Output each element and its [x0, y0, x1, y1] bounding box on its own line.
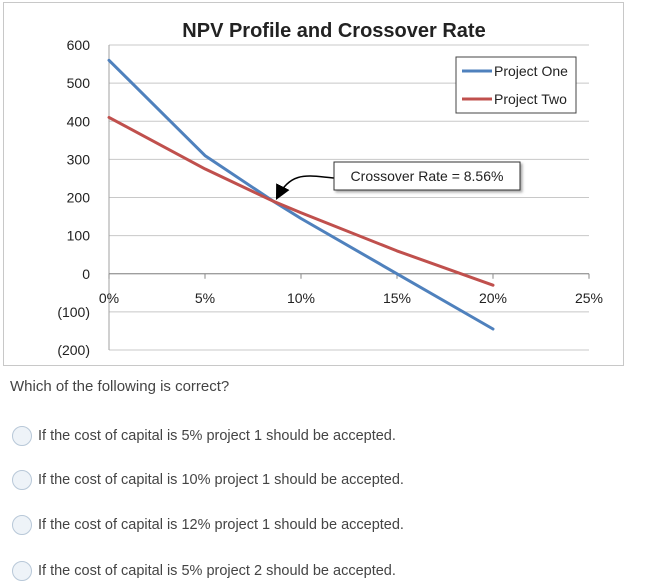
legend-box	[455, 56, 577, 114]
y-tick-label: (200)	[57, 342, 90, 358]
radio-button[interactable]	[12, 515, 32, 535]
series-line-project-one	[107, 58, 495, 331]
answer-option-label: If the cost of capital is 5% project 2 s…	[38, 563, 396, 579]
answer-option-label: If the cost of capital is 5% project 1 s…	[38, 428, 396, 444]
radio-button[interactable]	[12, 470, 32, 490]
answer-option-label: If the cost of capital is 12% project 1 …	[38, 517, 404, 533]
y-tick-label: 0	[82, 266, 90, 282]
x-tick-label: 15%	[383, 290, 411, 306]
series-line-project-two	[107, 115, 495, 287]
legend-label: Project Two	[494, 91, 567, 107]
x-tick-label: 25%	[575, 290, 603, 306]
answer-option-2[interactable]: If the cost of capital is 10% project 1 …	[12, 469, 404, 491]
annotation-box	[333, 161, 521, 191]
answer-option-3[interactable]: If the cost of capital is 12% project 1 …	[12, 514, 404, 536]
x-tick-label: 5%	[195, 290, 215, 306]
answer-option-1[interactable]: If the cost of capital is 5% project 1 s…	[12, 425, 396, 447]
answer-option-4[interactable]: If the cost of capital is 5% project 2 s…	[12, 560, 396, 582]
y-tick-label: (100)	[57, 304, 90, 320]
question-text: Which of the following is correct?	[10, 378, 230, 395]
chart-title: NPV Profile and Crossover Rate	[182, 20, 485, 42]
x-tick-label: 10%	[287, 290, 315, 306]
x-tick-label: 20%	[479, 290, 507, 306]
radio-button[interactable]	[12, 426, 32, 446]
npv-chart: 600 500 400 300 200 100 0 (100) (200) 0% 5% 10% 15% 2…	[57, 20, 603, 358]
x-tick-label: 0%	[99, 290, 119, 306]
y-tick-label: 500	[67, 75, 91, 91]
annotation-arrow	[275, 175, 335, 200]
y-tick-label: 400	[67, 113, 91, 129]
y-tick-label: 100	[67, 228, 91, 244]
legend-label: Project One	[494, 63, 568, 79]
annotation-text: Crossover Rate = 8.56%	[351, 168, 504, 184]
chart-frame: 600 500 400 300 200 100 0 (100) (200) 0% 5% 10% 15% 2…	[3, 2, 624, 366]
answer-option-label: If the cost of capital is 10% project 1 …	[38, 472, 404, 488]
y-tick-label: 200	[67, 190, 91, 206]
y-tick-label: 600	[67, 37, 91, 53]
y-tick-label: 300	[67, 151, 91, 167]
radio-button[interactable]	[12, 561, 32, 581]
